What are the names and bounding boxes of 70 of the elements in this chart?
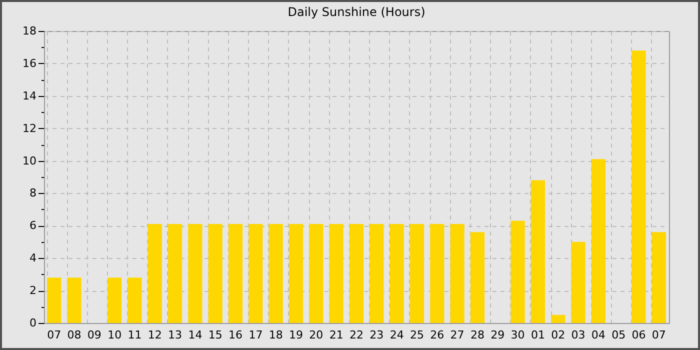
bar xyxy=(309,224,324,323)
x-tick-label: 19 xyxy=(289,328,304,342)
x-tick-label: 28 xyxy=(470,328,484,342)
x-tick-label: 21 xyxy=(329,328,344,342)
x-tick-label: 29 xyxy=(490,328,505,342)
bar xyxy=(530,180,546,323)
y-tick-label: 10 xyxy=(22,154,36,168)
bar xyxy=(370,224,384,323)
x-tick-label: 17 xyxy=(248,328,263,342)
y-tick-label: 8 xyxy=(30,186,36,200)
bar xyxy=(652,232,666,323)
x-tick-label: 24 xyxy=(390,328,404,342)
x-tick-label: 07 xyxy=(47,328,62,342)
x-tick-label: 18 xyxy=(268,328,283,342)
y-tick-label: 6 xyxy=(30,219,36,232)
x-tick-label: 14 xyxy=(188,328,202,342)
y-tick-label: 2 xyxy=(30,284,36,298)
x-tick-label: 07 xyxy=(652,328,666,342)
y-tick-label: 4 xyxy=(30,252,36,265)
bar xyxy=(510,220,525,323)
x-tick-label: 01 xyxy=(530,328,545,342)
bar xyxy=(329,224,344,323)
bar xyxy=(410,224,424,323)
bar xyxy=(168,224,182,323)
x-tick-label: 16 xyxy=(228,328,243,342)
bar xyxy=(228,224,243,323)
x-tick-label: 04 xyxy=(591,328,606,342)
x-tick-label: 22 xyxy=(350,328,364,342)
bar xyxy=(450,224,464,323)
bar xyxy=(148,224,162,323)
bar xyxy=(470,232,485,323)
x-tick-label: 09 xyxy=(87,328,102,342)
bar xyxy=(108,278,122,323)
x-tick-label: 27 xyxy=(450,328,464,342)
bar xyxy=(208,224,222,323)
y-tick-label: 16 xyxy=(22,56,36,70)
x-tick-label: 15 xyxy=(208,328,222,342)
bar xyxy=(571,242,586,323)
bar xyxy=(188,224,202,323)
y-tick-label: 0 xyxy=(30,316,36,330)
x-tick-label: 30 xyxy=(510,328,525,342)
x-tick-label: 10 xyxy=(108,328,122,342)
bar xyxy=(632,50,646,323)
bar xyxy=(430,224,444,323)
x-tick-label: 12 xyxy=(148,328,162,342)
x-tick-label: 13 xyxy=(168,328,182,342)
x-tick-label: 03 xyxy=(571,328,586,342)
bar xyxy=(128,278,142,323)
x-tick-label: 25 xyxy=(410,328,424,342)
x-tick-label: 11 xyxy=(128,328,142,342)
bar xyxy=(47,278,62,323)
bar xyxy=(268,224,283,323)
y-tick-label: 14 xyxy=(22,89,36,102)
y-tick-label: 18 xyxy=(22,24,36,38)
bar xyxy=(349,224,364,323)
bar xyxy=(288,224,304,323)
x-tick-label: 08 xyxy=(67,328,82,342)
x-tick-label: 02 xyxy=(551,328,566,342)
x-tick-label: 23 xyxy=(370,328,384,342)
bar xyxy=(551,314,566,323)
x-tick-label: 26 xyxy=(430,328,444,342)
bar xyxy=(591,159,606,323)
chart-title: Daily Sunshine (Hours) xyxy=(288,5,426,19)
x-tick-label: 20 xyxy=(309,328,324,342)
y-tick-label: 12 xyxy=(22,122,36,135)
bar xyxy=(67,278,82,323)
x-tick-label: 06 xyxy=(632,328,646,342)
x-tick-label: 05 xyxy=(612,328,626,342)
bar xyxy=(248,224,263,323)
bar xyxy=(390,224,404,323)
